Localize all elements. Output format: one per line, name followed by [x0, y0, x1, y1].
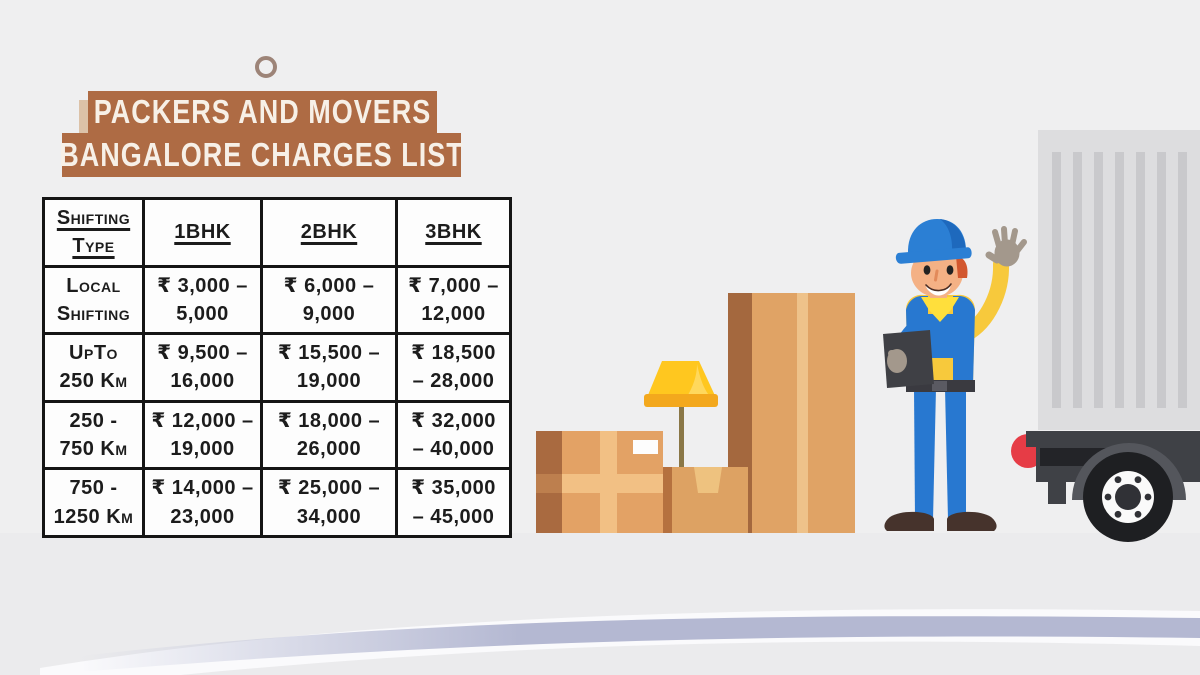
- wheel-icon: [1083, 452, 1173, 542]
- mover-character: [883, 219, 1027, 531]
- table-row: 250 - 750 Km ₹ 12,000 – 19,000 ₹ 18,000 …: [42, 399, 512, 471]
- price-cell: ₹ 18,000 – 26,000: [260, 399, 398, 471]
- price-cell: ₹ 9,500 – 16,000: [142, 332, 263, 403]
- price-cell: ₹ 12,000 – 19,000: [142, 399, 263, 471]
- price-cell: ₹ 3,000 – 5,000: [142, 264, 263, 336]
- table-row: Local Shifting ₹ 3,000 – 5,000 ₹ 6,000 –…: [42, 264, 512, 336]
- header-1bhk: 1BHK: [142, 197, 263, 268]
- price-cell: ₹ 25,000 – 34,000: [260, 467, 398, 538]
- lamp-icon: [644, 361, 718, 470]
- moving-truck-icon: [1011, 130, 1200, 542]
- row-label-cell: 250 - 750 Km: [42, 399, 145, 471]
- cardboard-box-icon: [536, 431, 663, 533]
- table-header-row: Shifting Type 1BHK 2BHK 3BHK: [42, 197, 512, 268]
- row-label-cell: UpTo 250 Km: [42, 332, 145, 403]
- row-label-cell: 750 - 1250 Km: [42, 467, 145, 538]
- header-shifting-type: Shifting Type: [42, 197, 145, 268]
- page-title-line1: PACKERS AND MOVERS: [93, 93, 432, 130]
- holding-hand: [887, 349, 907, 373]
- price-cell: ₹ 18,500 – 28,000: [395, 332, 512, 403]
- cap-icon: [895, 219, 972, 264]
- price-cell: ₹ 32,000 – 40,000: [395, 399, 512, 471]
- page-title-line2: BANGALORE CHARGES LIST: [59, 136, 464, 173]
- price-cell: ₹ 15,500 – 19,000: [260, 332, 398, 403]
- price-cell: ₹ 7,000 – 12,000: [395, 264, 512, 336]
- charges-table: Shifting Type 1BHK 2BHK 3BHK Local Shift…: [42, 197, 512, 538]
- waving-hand: [985, 226, 1027, 267]
- price-cell: ₹ 35,000 – 45,000: [395, 467, 512, 538]
- ring-ornament: [255, 56, 277, 78]
- hair: [956, 256, 968, 278]
- face: [923, 265, 954, 296]
- small-box-icon: [663, 467, 748, 533]
- table-row: 750 - 1250 Km ₹ 14,000 – 23,000 ₹ 25,000…: [42, 467, 512, 538]
- title-banner-line1: PACKERS AND MOVERS: [88, 91, 437, 133]
- bottom-swoosh: [40, 609, 1200, 675]
- row-label-cell: Local Shifting: [42, 264, 145, 336]
- title-banner-line2: BANGALORE CHARGES LIST: [59, 133, 464, 177]
- price-cell: ₹ 6,000 – 9,000: [260, 264, 398, 336]
- header-3bhk: 3BHK: [395, 197, 512, 268]
- header-2bhk: 2BHK: [260, 197, 398, 268]
- table-row: UpTo 250 Km ₹ 9,500 – 16,000 ₹ 15,500 – …: [42, 332, 512, 403]
- price-cell: ₹ 14,000 – 23,000: [142, 467, 263, 538]
- clipboard-icon: [883, 330, 934, 388]
